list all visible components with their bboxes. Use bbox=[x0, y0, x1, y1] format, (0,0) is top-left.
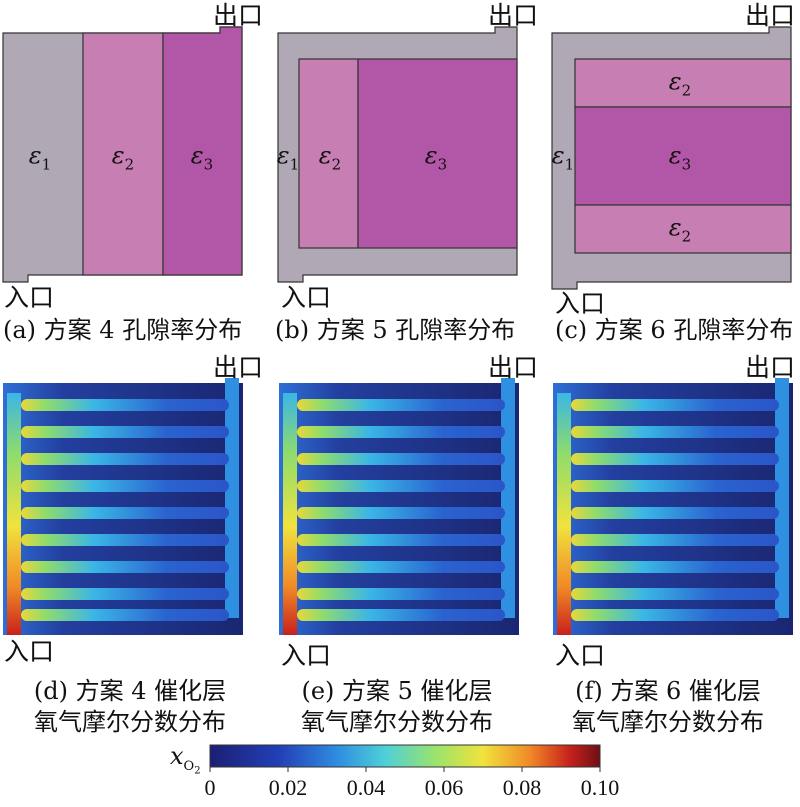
caption-f-line2: 氧气摩尔分数分布 bbox=[572, 708, 764, 737]
inlet-label: 入口 bbox=[281, 641, 332, 670]
epsilon-2-label: ε2 bbox=[668, 213, 692, 246]
region-eps2-bottom bbox=[574, 204, 792, 254]
region-eps3 bbox=[574, 106, 792, 206]
panel-a-porosity bbox=[2, 26, 243, 283]
region-eps2 bbox=[298, 58, 359, 249]
caption-e: (e) 方案 5 催化层 氧气摩尔分数分布 bbox=[267, 676, 527, 738]
caption-d: (d) 方案 4 催化层 氧气摩尔分数分布 bbox=[0, 676, 260, 738]
colorbar-label: xO2 bbox=[170, 742, 201, 777]
epsilon-3-label: ε3 bbox=[190, 141, 214, 174]
caption-d-line1: (d) 方案 4 催化层 bbox=[33, 677, 227, 705]
colorbar-tick: 0.04 bbox=[346, 775, 386, 800]
region-eps2-top bbox=[574, 58, 792, 108]
panel-e-oxygen-field bbox=[279, 378, 519, 635]
epsilon-2-label: ε2 bbox=[111, 141, 135, 174]
outlet-label: 出口 bbox=[745, 353, 796, 382]
caption-e-line1: (e) 方案 5 催化层 bbox=[301, 677, 493, 705]
panel-b-porosity bbox=[277, 26, 518, 283]
epsilon-3-label: ε3 bbox=[424, 141, 448, 174]
caption-c: (c) 方案 6 孔隙率分布 bbox=[555, 316, 794, 344]
region-eps2 bbox=[82, 32, 164, 276]
caption-f: (f) 方案 6 催化层 氧气摩尔分数分布 bbox=[538, 676, 798, 738]
region-eps3 bbox=[162, 26, 243, 276]
inlet-label: 入口 bbox=[555, 641, 606, 670]
outlet-label: 出口 bbox=[488, 353, 539, 382]
inlet-label: 入口 bbox=[4, 637, 55, 666]
region-eps3 bbox=[357, 58, 518, 249]
colorbar-tick: 0.02 bbox=[268, 775, 308, 800]
colorbar-tick: 0.08 bbox=[502, 775, 542, 800]
colorbar-ticks bbox=[209, 767, 601, 772]
colorbar-tick: 0.10 bbox=[580, 775, 620, 800]
colorbar-tick: 0.06 bbox=[424, 775, 464, 800]
colorbar-tick: 0 bbox=[204, 775, 216, 800]
inlet-label: 入口 bbox=[281, 283, 332, 312]
epsilon-2-label: ε2 bbox=[318, 141, 342, 174]
inlet-label: 入口 bbox=[4, 283, 55, 312]
caption-b: (b) 方案 5 孔隙率分布 bbox=[275, 316, 516, 344]
outlet-label: 出口 bbox=[213, 353, 264, 382]
caption-f-line1: (f) 方案 6 催化层 bbox=[575, 677, 761, 705]
epsilon-1-label: ε1 bbox=[276, 141, 300, 174]
epsilon-1-label: ε1 bbox=[551, 141, 575, 174]
caption-e-line2: 氧气摩尔分数分布 bbox=[301, 708, 493, 737]
panel-d-oxygen-field bbox=[3, 378, 243, 635]
epsilon-3-label: ε3 bbox=[668, 141, 692, 174]
caption-a: (a) 方案 4 孔隙率分布 bbox=[3, 316, 243, 344]
panel-f-oxygen-field bbox=[553, 378, 793, 635]
colorbar bbox=[209, 744, 601, 768]
caption-d-line2: 氧气摩尔分数分布 bbox=[34, 708, 226, 737]
epsilon-2-label: ε2 bbox=[668, 67, 692, 100]
inlet-label: 入口 bbox=[555, 289, 606, 318]
epsilon-1-label: ε1 bbox=[28, 141, 52, 174]
outlet-label: 出口 bbox=[745, 1, 796, 30]
panel-c-porosity bbox=[551, 26, 792, 290]
outlet-label: 出口 bbox=[213, 1, 264, 30]
outlet-label: 出口 bbox=[488, 1, 539, 30]
